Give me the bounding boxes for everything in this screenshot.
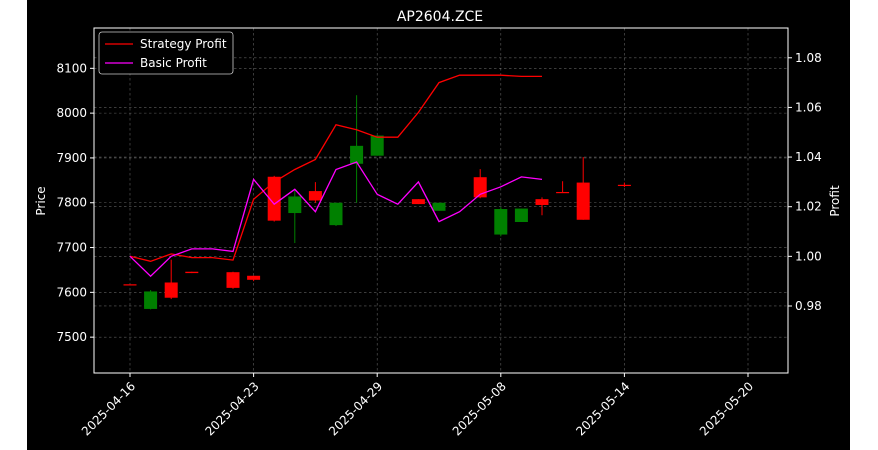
- basic-profit-line: [129, 161, 543, 278]
- candle: [144, 290, 158, 310]
- grid-lines: [94, 28, 788, 373]
- legend-label: Basic Profit: [140, 56, 207, 70]
- candle-body: [535, 199, 549, 205]
- candle-body: [411, 199, 425, 205]
- candle-body: [185, 271, 199, 274]
- x-tick-label: 2025-05-08: [450, 379, 509, 438]
- candle: [370, 135, 384, 156]
- x-tick-label: 2025-04-29: [326, 379, 385, 438]
- x-axis: 2025-04-16 2025-04-23 2025-04-29 2025-05-08…: [79, 373, 756, 438]
- candle-body: [370, 135, 384, 156]
- candle: [617, 182, 631, 188]
- left-tick-label: 8100: [56, 61, 87, 75]
- candle-body: [494, 209, 508, 235]
- left-tick-label: 7800: [56, 196, 87, 210]
- legend-label: Strategy Profit: [140, 37, 227, 51]
- profit-lines: [129, 74, 543, 278]
- right-y-axis: 0.98 1.00 1.02 1.04 1.06 1.08: [788, 51, 822, 313]
- candle: [576, 157, 590, 220]
- right-tick-label: 1.00: [795, 249, 822, 263]
- legend: Strategy Profit Basic Profit: [98, 31, 234, 75]
- candle: [329, 202, 343, 227]
- candle-body: [288, 196, 302, 214]
- candle: [411, 199, 425, 205]
- candle-body: [308, 191, 322, 201]
- chart-title: AP2604.ZCE: [397, 9, 483, 25]
- candle-body: [164, 282, 178, 298]
- left-axis-label: Price: [34, 186, 48, 215]
- x-tick-label: 2025-05-20: [697, 379, 756, 438]
- right-tick-label: 1.06: [795, 100, 822, 114]
- x-tick-label: 2025-04-16: [79, 379, 138, 438]
- x-tick-label: 2025-05-14: [573, 379, 632, 438]
- candle-body: [144, 291, 158, 309]
- candle: [350, 95, 364, 203]
- candle: [556, 181, 570, 194]
- left-tick-label: 7500: [56, 330, 87, 344]
- candle-body: [247, 275, 261, 280]
- left-tick-label: 7900: [56, 151, 87, 165]
- candle-body: [617, 184, 631, 187]
- candle: [514, 208, 528, 223]
- left-y-axis: 7500 7600 7700 7800 7900 8000 8100: [56, 61, 94, 344]
- strategy-profit-line: [129, 74, 542, 262]
- candle-body: [473, 177, 487, 198]
- right-tick-label: 1.04: [795, 150, 822, 164]
- candle-body: [576, 182, 590, 220]
- candle-body: [350, 145, 364, 164]
- candle: [308, 182, 322, 203]
- candle: [247, 275, 261, 282]
- figure-background: AP2604.ZCE 7500 7600 7700 7800 7900 8000 8100 …: [27, 0, 850, 450]
- candle-body: [432, 202, 446, 211]
- candle: [494, 207, 508, 237]
- candle-body: [123, 284, 137, 286]
- right-tick-label: 1.02: [795, 200, 822, 214]
- candle: [473, 169, 487, 199]
- candlestick-chart: AP2604.ZCE 7500760077007800790080008100 …: [34, 9, 842, 438]
- candle: [164, 259, 178, 300]
- plot-frame: [93, 27, 789, 374]
- right-tick-label: 0.98: [795, 299, 822, 313]
- candle: [432, 202, 446, 211]
- candles: [123, 95, 631, 310]
- candle: [185, 271, 199, 274]
- left-tick-label: 7600: [56, 285, 87, 299]
- left-tick-label: 7700: [56, 241, 87, 255]
- candle-body: [514, 208, 528, 223]
- candle: [288, 189, 302, 244]
- candle-body: [329, 202, 343, 226]
- candle-body: [267, 176, 281, 221]
- candle: [267, 175, 281, 222]
- x-tick-label: 2025-04-23: [203, 379, 262, 438]
- candle: [535, 197, 549, 216]
- candle: [123, 284, 137, 286]
- candle-body: [556, 191, 570, 194]
- right-axis-label: Profit: [828, 185, 842, 217]
- candle-body: [226, 272, 240, 288]
- right-tick-label: 1.08: [795, 51, 822, 65]
- candle: [226, 271, 240, 289]
- left-tick-label: 8000: [56, 106, 87, 120]
